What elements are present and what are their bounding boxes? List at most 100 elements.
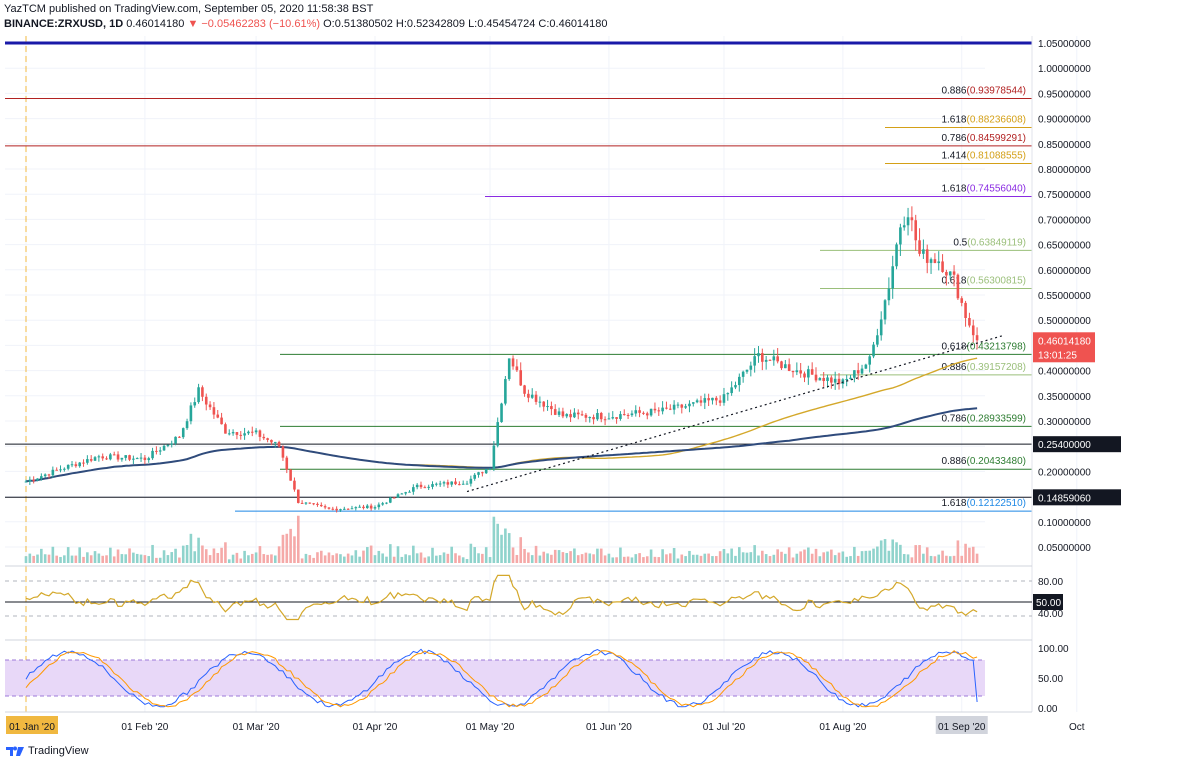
candle-body xyxy=(158,450,162,452)
volume-bar xyxy=(764,554,768,563)
volume-bar xyxy=(630,557,634,563)
volume-bar xyxy=(231,554,235,563)
candle-body xyxy=(780,361,783,369)
price-tick-5: 0.80000000 xyxy=(1038,165,1091,176)
change-label: ▼ −0.05462283 (−10.61%) xyxy=(187,18,321,30)
candle-body xyxy=(212,407,216,415)
volume-bar xyxy=(668,553,672,563)
volume-bar xyxy=(82,556,85,563)
candle-body xyxy=(611,417,615,419)
volume-bar xyxy=(273,555,277,563)
volume-bar xyxy=(922,553,925,563)
volume-bar xyxy=(856,555,860,563)
candle-body xyxy=(883,300,887,320)
fib-levels: 0.886(0.93978544) 1.618(0.88236608) 0.786(… xyxy=(5,41,1032,512)
marked-value-1: 0.14859060 xyxy=(1038,493,1091,504)
candle-body xyxy=(354,507,358,509)
volume-bar xyxy=(695,554,699,563)
volume-bar xyxy=(879,540,883,563)
volume-bar xyxy=(124,554,128,563)
candle-body xyxy=(481,472,484,474)
candle-body xyxy=(929,259,933,263)
volume-bar xyxy=(527,552,530,563)
marked-badge-1 xyxy=(1033,489,1121,506)
candle-body xyxy=(837,378,841,384)
candle-body xyxy=(185,421,189,429)
volume-bar xyxy=(158,557,162,563)
fib-label-0: 0.886(0.93978544) xyxy=(941,86,1026,97)
volume-bar xyxy=(438,555,442,563)
volume-bar xyxy=(143,555,147,563)
candle-body xyxy=(757,353,760,357)
volume-bar xyxy=(553,549,557,563)
price-tick-19: 0.10000000 xyxy=(1038,518,1091,529)
candle-body xyxy=(469,478,473,484)
candle-body xyxy=(358,506,361,508)
candle-body xyxy=(250,431,254,433)
symbol-label[interactable]: BINANCE:ZRXUSD, 1D xyxy=(4,18,124,30)
candle-body xyxy=(553,409,557,415)
volume-bar xyxy=(450,546,453,563)
x-tick-highlight-sep xyxy=(935,716,988,734)
volume-bar xyxy=(458,555,461,563)
volume-bar xyxy=(354,550,358,563)
volume-bar xyxy=(419,552,423,563)
volume-bar xyxy=(534,545,538,563)
candle-body xyxy=(270,439,273,443)
last-price-value: 0.46014180 xyxy=(1038,336,1091,347)
volume-bar xyxy=(312,557,315,563)
volume-bar xyxy=(964,543,967,563)
volume-bar xyxy=(910,557,914,563)
candle-body xyxy=(366,505,369,509)
candle-body xyxy=(872,344,875,357)
fib-label-4: 1.618(0.74556040) xyxy=(941,183,1026,194)
published-line: YazTCM published on TradingView.com, Sep… xyxy=(4,3,374,15)
rsi-tick-0: 80.00 xyxy=(1038,577,1063,588)
rsi-line xyxy=(25,574,978,621)
volume-bar xyxy=(128,548,131,563)
candle-body xyxy=(668,408,672,410)
candle-body xyxy=(749,365,753,370)
candle-body xyxy=(523,385,526,394)
volume-bar xyxy=(51,546,55,563)
candle-body xyxy=(381,503,384,505)
price-tick-6: 0.75000000 xyxy=(1038,190,1091,201)
candle-body xyxy=(596,412,599,420)
tradingview-brand[interactable]: TradingView xyxy=(6,745,89,757)
candle-body xyxy=(550,406,553,410)
volume-bar xyxy=(818,556,822,563)
volume-bar xyxy=(734,555,737,563)
candle-body xyxy=(715,397,718,401)
volume-bar xyxy=(254,552,258,563)
candle-body xyxy=(676,404,680,406)
candle-body xyxy=(450,481,453,485)
trendline-line xyxy=(466,334,1005,493)
volume-bar xyxy=(266,554,269,563)
volume-bar xyxy=(442,552,446,563)
candle-body xyxy=(511,358,515,367)
candles xyxy=(24,206,979,513)
candle-body xyxy=(945,271,948,276)
volume-bar xyxy=(24,556,28,563)
volume-bar xyxy=(715,556,718,563)
volume-bar xyxy=(304,553,308,563)
price-tick-17: 0.20000000 xyxy=(1038,467,1091,478)
volume-bar xyxy=(868,550,871,563)
x-tick-8: 01 Sep '20 xyxy=(938,722,986,733)
volume-bar xyxy=(538,555,542,563)
volume-bar xyxy=(40,548,43,563)
volume-bar xyxy=(86,552,89,563)
stoch-d-line xyxy=(25,650,978,708)
candle-body xyxy=(254,430,258,433)
candle-body xyxy=(630,413,634,416)
candle-body xyxy=(339,509,342,511)
volume-bar xyxy=(66,547,70,563)
candle-body xyxy=(239,434,243,436)
candle-body xyxy=(343,508,346,510)
candle-body xyxy=(488,468,492,470)
candle-body xyxy=(975,335,979,341)
volume-bar xyxy=(396,546,400,563)
candle-body xyxy=(377,504,381,508)
volume-bar xyxy=(300,558,304,563)
